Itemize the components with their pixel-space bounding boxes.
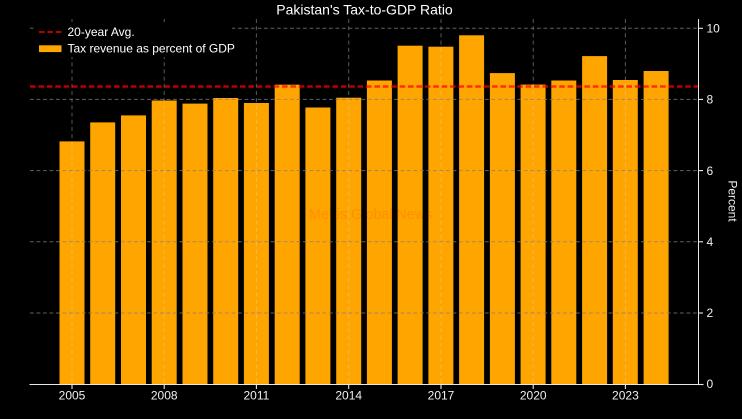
- svg-text:2020: 2020: [520, 389, 547, 403]
- svg-text:2: 2: [707, 306, 714, 320]
- svg-text:Tax revenue as percent of GDP: Tax revenue as percent of GDP: [68, 42, 235, 56]
- svg-text:Pakistan's Tax-to-GDP Ratio: Pakistan's Tax-to-GDP Ratio: [276, 1, 453, 17]
- svg-text:2011: 2011: [243, 389, 269, 403]
- svg-text:2008: 2008: [151, 389, 178, 403]
- svg-text:0: 0: [707, 377, 714, 391]
- svg-text:Percent: Percent: [726, 180, 740, 222]
- svg-text:10: 10: [707, 22, 721, 36]
- svg-text:4: 4: [707, 235, 714, 249]
- svg-text:2017: 2017: [428, 389, 455, 403]
- svg-text:20-year Avg.: 20-year Avg.: [68, 25, 135, 39]
- svg-text:2023: 2023: [612, 389, 639, 403]
- svg-text:2014: 2014: [335, 389, 362, 403]
- svg-text:Mettis Global News: Mettis Global News: [309, 207, 432, 223]
- svg-text:2005: 2005: [59, 389, 86, 403]
- svg-text:8: 8: [707, 93, 714, 107]
- svg-text:6: 6: [707, 164, 714, 178]
